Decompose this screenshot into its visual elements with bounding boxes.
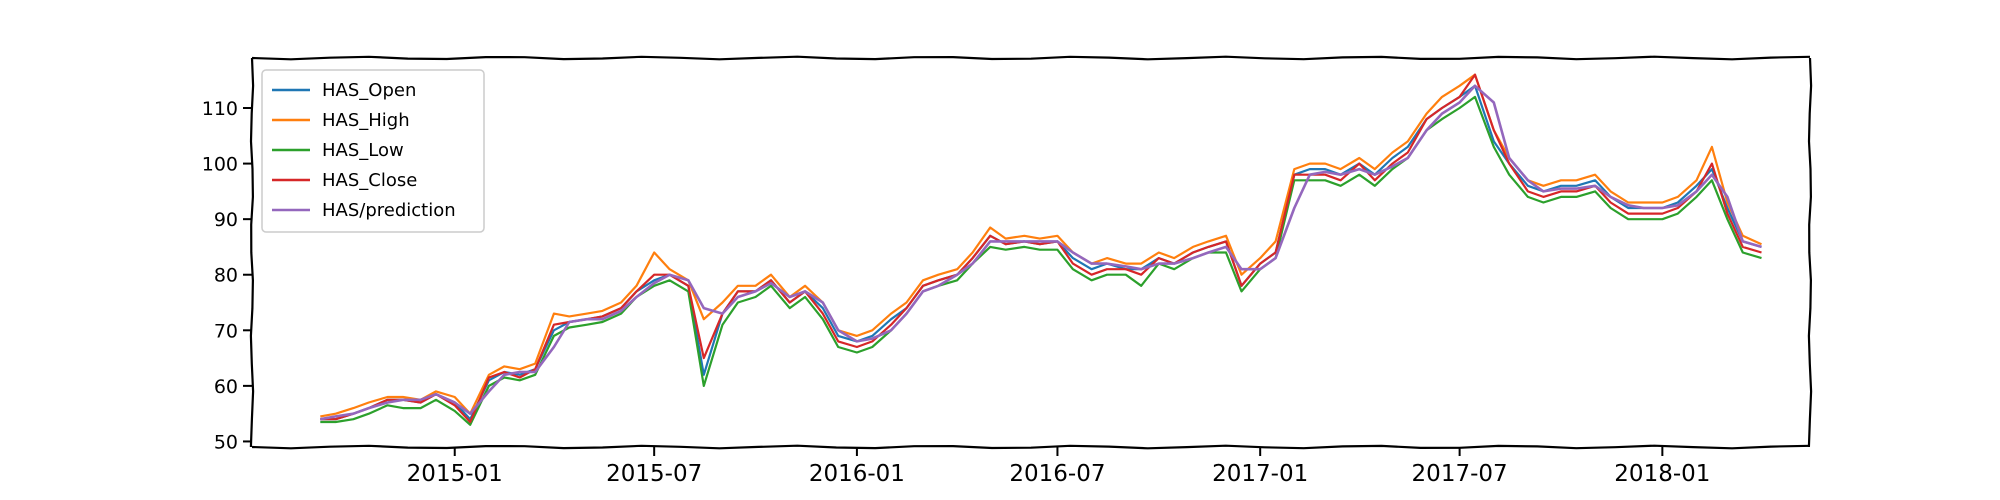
x-axis: 2015-01 2015-07 2016-01 2016-07 2017-01 2017-…: [407, 447, 1710, 487]
x-tick-label: 2016-07: [1009, 461, 1105, 487]
series-line-has-prediction: [320, 84, 1762, 421]
x-tick-label: 2017-07: [1412, 461, 1508, 487]
legend-box: [261, 69, 485, 233]
plot-frame: [249, 55, 1813, 450]
legend-label-has-close: HAS_Close: [322, 170, 417, 191]
frame-top: [251, 55, 1811, 61]
x-tick-label: 2016-01: [809, 461, 905, 487]
series-line-has-close: [320, 73, 1762, 424]
y-tick-label: 60: [214, 376, 238, 398]
legend-label-has-high: HAS_High: [322, 110, 410, 131]
y-tick-label: 70: [214, 320, 238, 342]
series-line-has-low: [320, 95, 1762, 426]
frame-bottom: [251, 444, 1811, 450]
legend-label-has-low: HAS_Low: [322, 140, 404, 161]
y-tick-label: 50: [214, 431, 238, 453]
legend-label-has-prediction: HAS/prediction: [322, 200, 456, 221]
y-tick-label: 110: [202, 98, 238, 120]
legend: HAS_Open HAS_High HAS_Low HAS_Close HAS/pred…: [261, 69, 485, 233]
y-tick-label: 80: [214, 265, 238, 287]
x-tick-label: 2015-07: [606, 461, 702, 487]
y-tick-label: 100: [202, 154, 238, 176]
x-tick-label: 2018-01: [1614, 461, 1710, 487]
series-lines: [320, 73, 1762, 426]
frame-right: [1807, 57, 1813, 448]
frame-left: [249, 57, 255, 448]
x-tick-label: 2015-01: [407, 461, 503, 487]
y-tick-label: 90: [214, 209, 238, 231]
x-tick-label: 2017-01: [1212, 461, 1308, 487]
legend-label-has-open: HAS_Open: [322, 80, 416, 101]
y-axis: 50 60 70 80 90 100 110: [202, 98, 252, 453]
